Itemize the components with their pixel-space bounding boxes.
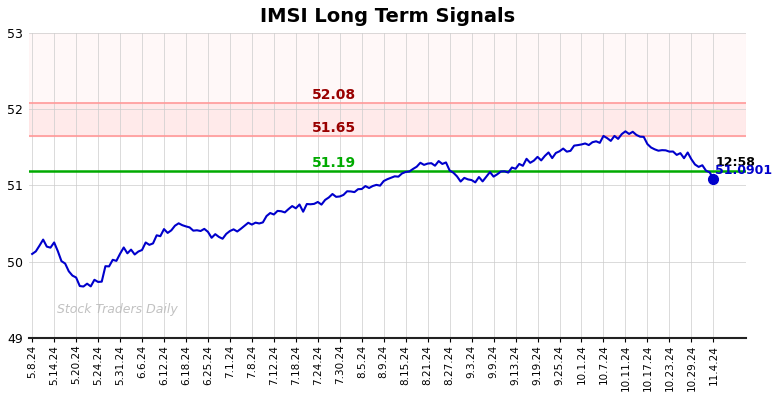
Bar (28, 33, 746, 103)
Title: IMSI Long Term Signals: IMSI Long Term Signals (260, 7, 515, 26)
Bar (28, 103, 746, 136)
Text: Stock Traders Daily: Stock Traders Daily (57, 303, 178, 316)
Text: 51.0901: 51.0901 (715, 164, 772, 177)
Text: 12:58: 12:58 (715, 156, 755, 169)
Text: 51.65: 51.65 (311, 121, 356, 135)
Text: 51.19: 51.19 (311, 156, 356, 170)
Text: 52.08: 52.08 (311, 88, 356, 102)
